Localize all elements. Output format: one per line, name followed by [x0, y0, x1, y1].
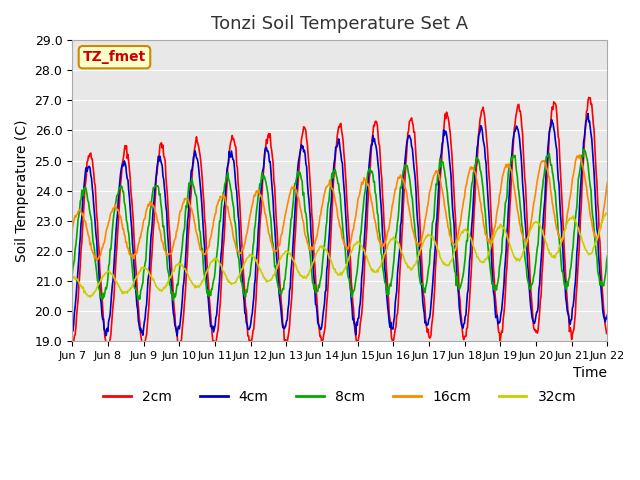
X-axis label: Time: Time: [573, 366, 607, 381]
4cm: [421, 320, 429, 326]
2cm: [105, 347, 113, 352]
4cm: [173, 333, 181, 339]
4cm: [133, 302, 141, 308]
32cm: [68, 275, 76, 281]
8cm: [421, 289, 429, 295]
2cm: [406, 119, 413, 124]
Line: 8cm: 8cm: [72, 150, 607, 300]
32cm: [216, 262, 224, 267]
Line: 16cm: 16cm: [72, 155, 607, 261]
8cm: [68, 272, 76, 278]
16cm: [78, 210, 86, 216]
16cm: [134, 245, 141, 251]
16cm: [68, 227, 76, 232]
2cm: [421, 305, 429, 311]
8cm: [188, 175, 196, 181]
Line: 4cm: 4cm: [72, 114, 607, 336]
32cm: [86, 294, 94, 300]
4cm: [604, 312, 611, 318]
16cm: [421, 217, 429, 223]
2cm: [134, 296, 141, 301]
2cm: [585, 95, 593, 100]
32cm: [188, 280, 196, 286]
32cm: [134, 273, 141, 278]
8cm: [78, 187, 86, 193]
2cm: [78, 239, 86, 245]
32cm: [78, 284, 86, 290]
2cm: [604, 331, 611, 336]
4cm: [68, 327, 76, 333]
2cm: [216, 300, 224, 306]
16cm: [604, 180, 611, 185]
8cm: [580, 147, 588, 153]
2cm: [68, 343, 76, 349]
8cm: [604, 253, 611, 259]
4cm: [188, 168, 196, 174]
Text: TZ_fmet: TZ_fmet: [83, 50, 146, 64]
8cm: [133, 289, 141, 295]
4cm: [406, 132, 413, 138]
16cm: [406, 207, 413, 213]
32cm: [421, 236, 429, 242]
16cm: [93, 258, 100, 264]
16cm: [576, 152, 584, 158]
4cm: [78, 215, 86, 221]
Y-axis label: Soil Temperature (C): Soil Temperature (C): [15, 120, 29, 262]
2cm: [188, 174, 196, 180]
Line: 2cm: 2cm: [72, 97, 607, 349]
32cm: [604, 211, 611, 216]
Title: Tonzi Soil Temperature Set A: Tonzi Soil Temperature Set A: [211, 15, 468, 33]
16cm: [216, 193, 224, 199]
8cm: [406, 175, 413, 180]
4cm: [216, 265, 224, 271]
8cm: [170, 297, 177, 303]
32cm: [406, 265, 413, 271]
32cm: [603, 210, 611, 216]
Line: 32cm: 32cm: [72, 213, 607, 297]
16cm: [188, 208, 196, 214]
Legend: 2cm, 4cm, 8cm, 16cm, 32cm: 2cm, 4cm, 8cm, 16cm, 32cm: [98, 384, 582, 409]
8cm: [216, 218, 224, 224]
4cm: [584, 111, 592, 117]
